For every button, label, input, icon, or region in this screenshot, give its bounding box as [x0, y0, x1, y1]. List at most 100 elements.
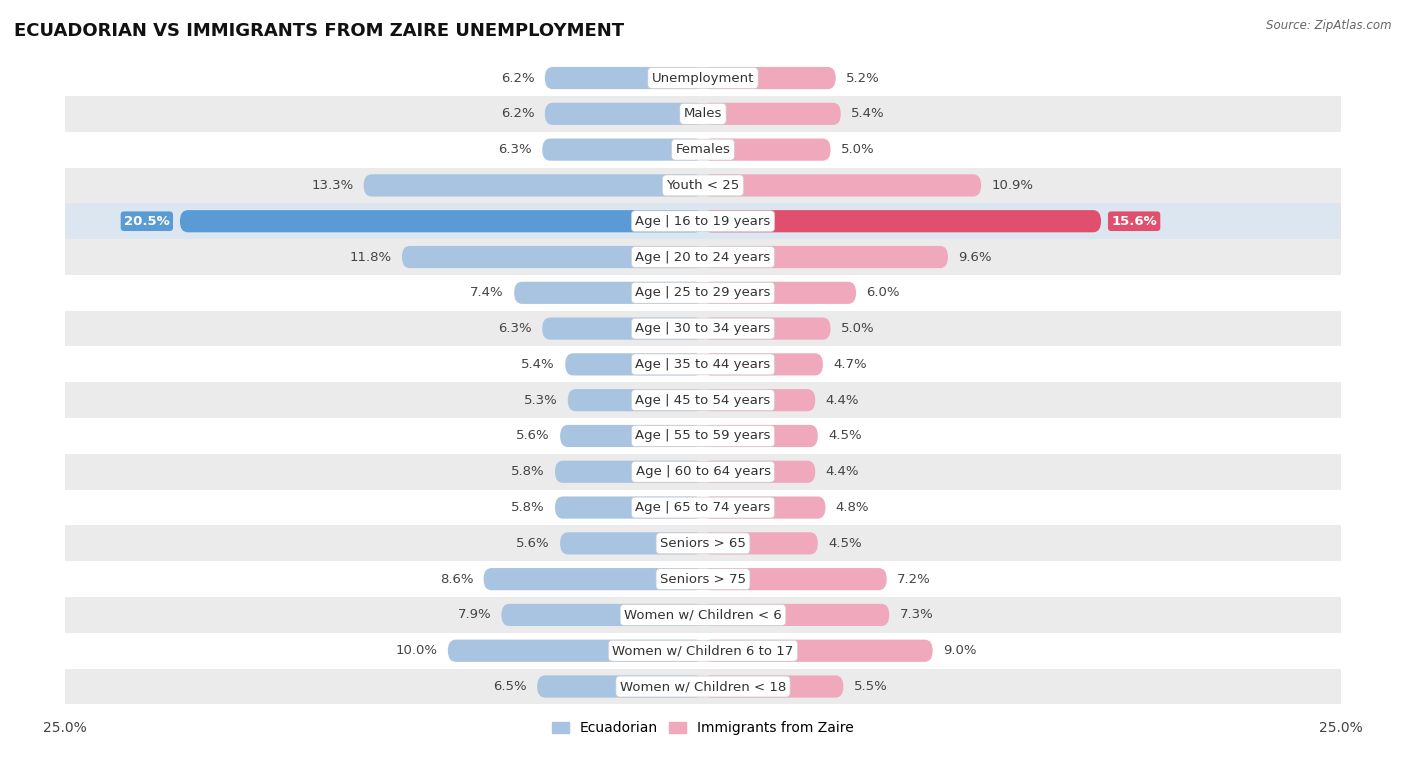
Text: 13.3%: 13.3%	[311, 179, 353, 192]
Text: Youth < 25: Youth < 25	[666, 179, 740, 192]
FancyBboxPatch shape	[544, 67, 703, 89]
Text: Age | 25 to 29 years: Age | 25 to 29 years	[636, 286, 770, 299]
FancyBboxPatch shape	[703, 354, 823, 375]
Text: 4.4%: 4.4%	[825, 466, 859, 478]
FancyBboxPatch shape	[65, 204, 1341, 239]
Text: 20.5%: 20.5%	[124, 215, 170, 228]
Text: 7.2%: 7.2%	[897, 572, 931, 586]
FancyBboxPatch shape	[560, 532, 703, 554]
Text: Women w/ Children < 6: Women w/ Children < 6	[624, 609, 782, 621]
Text: 9.6%: 9.6%	[957, 251, 991, 263]
FancyBboxPatch shape	[65, 561, 1341, 597]
FancyBboxPatch shape	[543, 317, 703, 340]
FancyBboxPatch shape	[65, 347, 1341, 382]
FancyBboxPatch shape	[65, 454, 1341, 490]
Text: Source: ZipAtlas.com: Source: ZipAtlas.com	[1267, 19, 1392, 32]
FancyBboxPatch shape	[703, 139, 831, 160]
FancyBboxPatch shape	[180, 210, 703, 232]
FancyBboxPatch shape	[65, 204, 1341, 239]
Text: 4.7%: 4.7%	[834, 358, 866, 371]
FancyBboxPatch shape	[364, 174, 703, 197]
FancyBboxPatch shape	[65, 633, 1341, 668]
Text: 6.0%: 6.0%	[866, 286, 900, 299]
Text: Women w/ Children 6 to 17: Women w/ Children 6 to 17	[613, 644, 793, 657]
FancyBboxPatch shape	[502, 604, 703, 626]
FancyBboxPatch shape	[544, 103, 703, 125]
Text: 4.8%: 4.8%	[835, 501, 869, 514]
FancyBboxPatch shape	[65, 60, 1341, 96]
Text: 6.5%: 6.5%	[494, 680, 527, 693]
FancyBboxPatch shape	[65, 275, 1341, 310]
FancyBboxPatch shape	[703, 174, 981, 197]
FancyBboxPatch shape	[703, 282, 856, 304]
FancyBboxPatch shape	[65, 525, 1341, 561]
Text: Age | 60 to 64 years: Age | 60 to 64 years	[636, 466, 770, 478]
FancyBboxPatch shape	[703, 568, 887, 590]
FancyBboxPatch shape	[537, 675, 703, 698]
FancyBboxPatch shape	[65, 132, 1341, 167]
FancyBboxPatch shape	[484, 568, 703, 590]
Text: 10.9%: 10.9%	[991, 179, 1033, 192]
Text: 5.4%: 5.4%	[851, 107, 884, 120]
Text: Age | 55 to 59 years: Age | 55 to 59 years	[636, 429, 770, 443]
Text: ECUADORIAN VS IMMIGRANTS FROM ZAIRE UNEMPLOYMENT: ECUADORIAN VS IMMIGRANTS FROM ZAIRE UNEM…	[14, 22, 624, 40]
FancyBboxPatch shape	[703, 246, 948, 268]
Text: Age | 20 to 24 years: Age | 20 to 24 years	[636, 251, 770, 263]
Text: 5.6%: 5.6%	[516, 537, 550, 550]
Text: 5.0%: 5.0%	[841, 322, 875, 335]
Text: Age | 16 to 19 years: Age | 16 to 19 years	[636, 215, 770, 228]
Text: 5.4%: 5.4%	[522, 358, 555, 371]
FancyBboxPatch shape	[703, 425, 818, 447]
FancyBboxPatch shape	[703, 675, 844, 698]
FancyBboxPatch shape	[65, 490, 1341, 525]
Text: 5.8%: 5.8%	[512, 466, 544, 478]
Text: 5.6%: 5.6%	[516, 429, 550, 443]
FancyBboxPatch shape	[402, 246, 703, 268]
FancyBboxPatch shape	[65, 382, 1341, 418]
Text: Age | 65 to 74 years: Age | 65 to 74 years	[636, 501, 770, 514]
Text: 9.0%: 9.0%	[943, 644, 976, 657]
FancyBboxPatch shape	[560, 425, 703, 447]
Text: 10.0%: 10.0%	[395, 644, 437, 657]
Text: Females: Females	[675, 143, 731, 156]
Text: 7.9%: 7.9%	[457, 609, 491, 621]
Text: 6.2%: 6.2%	[501, 107, 534, 120]
Text: 4.5%: 4.5%	[828, 537, 862, 550]
FancyBboxPatch shape	[65, 310, 1341, 347]
FancyBboxPatch shape	[703, 103, 841, 125]
FancyBboxPatch shape	[555, 497, 703, 519]
Text: 5.2%: 5.2%	[846, 72, 880, 85]
FancyBboxPatch shape	[515, 282, 703, 304]
FancyBboxPatch shape	[449, 640, 703, 662]
Text: 6.2%: 6.2%	[501, 72, 534, 85]
FancyBboxPatch shape	[703, 210, 1101, 232]
FancyBboxPatch shape	[703, 497, 825, 519]
FancyBboxPatch shape	[703, 461, 815, 483]
Text: Women w/ Children < 18: Women w/ Children < 18	[620, 680, 786, 693]
FancyBboxPatch shape	[65, 418, 1341, 454]
Text: Age | 30 to 34 years: Age | 30 to 34 years	[636, 322, 770, 335]
Text: 4.5%: 4.5%	[828, 429, 862, 443]
Text: 6.3%: 6.3%	[498, 322, 531, 335]
Text: 4.4%: 4.4%	[825, 394, 859, 407]
Text: Unemployment: Unemployment	[652, 72, 754, 85]
Text: Seniors > 75: Seniors > 75	[659, 572, 747, 586]
Text: 15.6%: 15.6%	[1111, 215, 1157, 228]
Text: Age | 45 to 54 years: Age | 45 to 54 years	[636, 394, 770, 407]
Text: Seniors > 65: Seniors > 65	[659, 537, 747, 550]
FancyBboxPatch shape	[565, 354, 703, 375]
FancyBboxPatch shape	[65, 597, 1341, 633]
Text: 5.3%: 5.3%	[524, 394, 558, 407]
Text: Age | 35 to 44 years: Age | 35 to 44 years	[636, 358, 770, 371]
FancyBboxPatch shape	[65, 239, 1341, 275]
FancyBboxPatch shape	[568, 389, 703, 411]
Text: 5.5%: 5.5%	[853, 680, 887, 693]
Text: Males: Males	[683, 107, 723, 120]
FancyBboxPatch shape	[703, 532, 818, 554]
Text: 8.6%: 8.6%	[440, 572, 474, 586]
FancyBboxPatch shape	[703, 317, 831, 340]
Text: 7.3%: 7.3%	[900, 609, 934, 621]
FancyBboxPatch shape	[703, 389, 815, 411]
FancyBboxPatch shape	[543, 139, 703, 160]
FancyBboxPatch shape	[65, 668, 1341, 705]
